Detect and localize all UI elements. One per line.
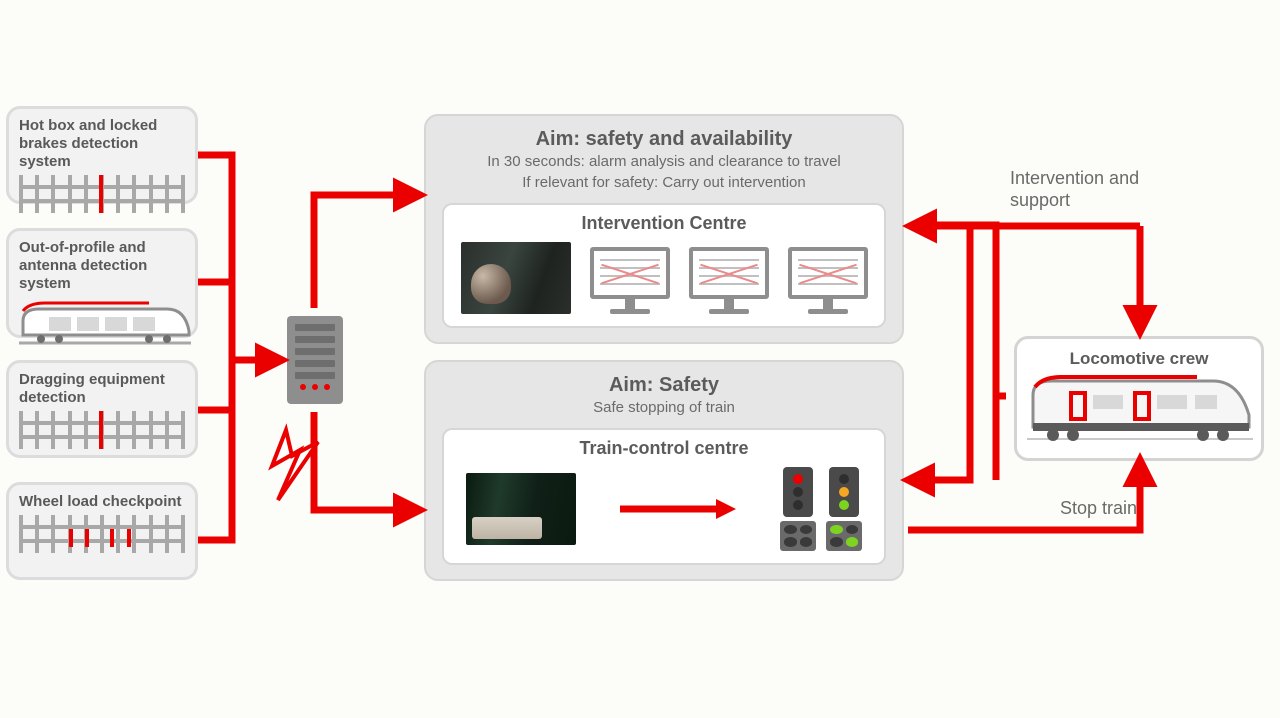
sensor-card-2: Out-of-profile and antenna detection sys… — [6, 228, 198, 338]
control-inner: Train-control centre — [442, 428, 886, 565]
operator-photo — [461, 242, 571, 314]
sensor-card-1: Hot box and locked brakes detection syst… — [6, 106, 198, 204]
control-aim: Aim: Safety — [442, 374, 886, 397]
train-icon — [19, 297, 191, 347]
track-icon — [19, 515, 185, 553]
control-sub: Safe stopping of train — [442, 399, 886, 418]
control-photo — [466, 473, 576, 545]
control-title: Train-control centre — [456, 438, 872, 459]
monitor-icon — [689, 247, 769, 314]
locomotive-box: Locomotive crew — [1014, 336, 1264, 461]
label-stop-train: Stop train — [1060, 498, 1137, 520]
intervention-aim: Aim: safety and availability — [442, 128, 886, 151]
intervention-sub1: In 30 seconds: alarm analysis and cleara… — [442, 153, 886, 172]
sensor-label-4: Wheel load checkpoint — [19, 493, 185, 511]
sensor-label-1: Hot box and locked brakes detection syst… — [19, 117, 185, 171]
signal-icon — [780, 467, 862, 551]
intervention-sub2: If relevant for safety: Carry out interv… — [442, 174, 886, 193]
track-icon — [19, 175, 185, 213]
arrow-icon — [618, 499, 738, 519]
intervention-box: Aim: safety and availability In 30 secon… — [424, 114, 904, 344]
track-icon — [19, 411, 185, 449]
sensor-label-2: Out-of-profile and antenna detection sys… — [19, 239, 185, 293]
intervention-inner: Intervention Centre — [442, 203, 886, 328]
sensor-label-3: Dragging equipment detection — [19, 371, 185, 407]
sensor-card-3: Dragging equipment detection — [6, 360, 198, 458]
sensor-card-4: Wheel load checkpoint — [6, 482, 198, 580]
locomotive-icon — [1027, 375, 1253, 445]
monitor-icon — [590, 247, 670, 314]
server-icon — [287, 316, 343, 404]
control-box: Aim: Safety Safe stopping of train Train… — [424, 360, 904, 581]
intervention-title: Intervention Centre — [456, 213, 872, 234]
locomotive-title: Locomotive crew — [1027, 349, 1251, 369]
monitor-icon — [788, 247, 868, 314]
label-intervention-support: Intervention andsupport — [1010, 168, 1139, 211]
